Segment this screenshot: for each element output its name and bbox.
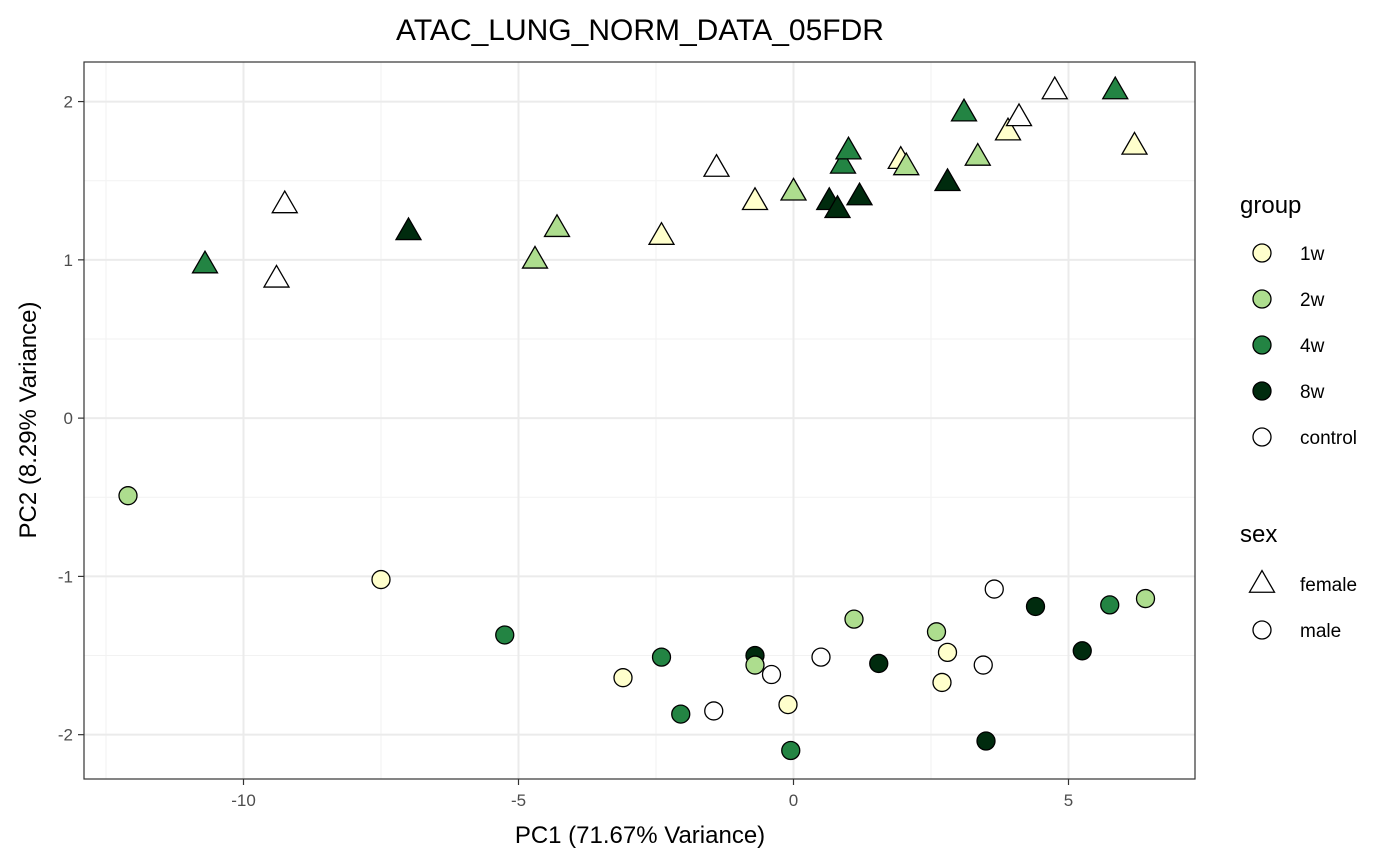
point-female-2w [521,245,549,269]
x-axis-title: PC1 (71.67% Variance) [515,822,765,849]
point-male-2w [1135,588,1156,609]
point-female-2w [964,142,992,166]
point-female-8w [394,216,423,241]
point-female-control [1005,102,1033,127]
legend-label-1w: 1w [1300,244,1325,265]
y-tick-label: -2 [58,726,73,745]
legend-label-8w: 8w [1300,382,1325,403]
point-male-control [973,655,993,675]
point-male-2w [118,486,138,506]
point-female-4w [1101,75,1129,100]
point-male-4w [495,625,515,645]
point-female-2w [892,151,920,176]
point-female-4w [191,249,219,274]
legend-group: group 1w 2w 4w 8w control [1240,192,1357,449]
point-female-control [702,153,731,177]
legend-label-female: female [1300,575,1357,596]
point-male-4w [671,704,691,724]
point-male-1w [613,668,633,688]
point-female-2w [779,177,808,201]
point-female-8w [845,181,874,206]
legend-key-4w [1252,335,1272,355]
point-female-8w [823,194,852,219]
point-male-control [761,664,782,685]
legend-key-female [1248,569,1276,593]
point-male-4w [651,647,672,667]
point-male-2w [745,655,765,675]
point-male-8w [976,731,996,751]
legend-key-control [1252,427,1272,447]
legend-label-control: control [1300,428,1357,449]
point-female-1w [994,116,1022,141]
y-tick-label: -1 [58,567,73,586]
point-female-control [1041,75,1069,100]
point-male-8w [1072,641,1092,661]
legend-label-4w: 4w [1300,336,1325,357]
legend-key-1w [1252,243,1272,263]
y-tick-label: 2 [64,93,73,112]
point-male-4w [781,740,801,761]
point-female-4w [834,135,863,160]
y-tick-label: 0 [64,409,73,428]
x-tick-label: 5 [1064,791,1073,810]
point-female-1w [741,186,769,211]
point-male-control [984,579,1004,599]
data-points [118,75,1156,761]
x-axis: -10 -5 0 5 [231,779,1073,810]
legend-sex: sex female male [1240,521,1357,642]
plot-panel-border [83,61,1196,780]
legend-label-2w: 2w [1300,290,1325,311]
x-tick-label: -10 [231,791,256,810]
x-tick-label: -5 [511,791,526,810]
legend-sex-title: sex [1240,521,1277,548]
point-male-8w [869,653,889,674]
major-gridlines [84,62,1195,779]
legend-key-2w [1252,289,1272,309]
point-female-4w [950,97,978,122]
legend-key-male [1252,620,1272,640]
legend-group-title: group [1240,192,1301,219]
point-female-8w [933,167,962,192]
y-axis: 2 1 0 -1 -2 [58,93,84,745]
x-tick-label: 0 [789,791,798,810]
point-male-control [704,701,724,721]
point-female-control [271,189,299,214]
point-female-2w [543,213,571,238]
point-male-1w [937,642,958,663]
point-male-2w [844,609,864,629]
minor-gridlines [84,62,1195,779]
point-female-control [262,264,291,288]
point-male-1w [778,694,798,715]
point-male-1w [932,672,952,693]
point-male-control [811,647,831,667]
legend-key-8w [1252,381,1272,401]
point-male-1w [371,569,391,590]
point-female-1w [1120,131,1149,155]
point-female-1w [647,221,676,245]
point-male-2w [926,622,947,642]
point-male-4w [1100,595,1120,615]
chart-title: ATAC_LUNG_NORM_DATA_05FDR [396,14,884,47]
y-axis-title: PC2 (8.29% Variance) [15,302,42,539]
legend-label-male: male [1300,621,1341,642]
point-female-4w [829,150,857,174]
point-male-8w [1025,596,1046,617]
y-tick-label: 1 [64,251,73,270]
